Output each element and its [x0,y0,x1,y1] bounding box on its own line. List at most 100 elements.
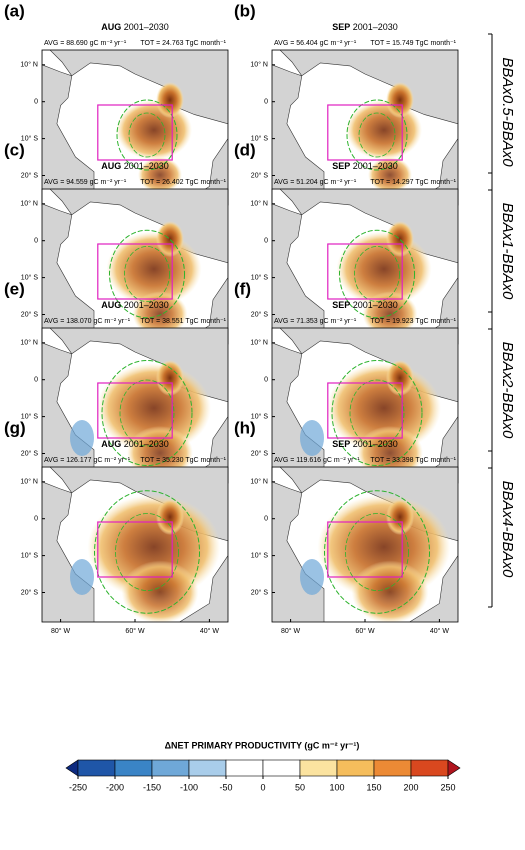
panel-label: (h) [234,418,256,437]
panel-title: SEP 2001–2030 [332,300,398,310]
colorbar-tick-label: -250 [69,782,87,792]
colorbar-tick-label: 150 [366,782,381,792]
anomaly [156,499,184,535]
map [272,50,458,205]
anomaly-neg [70,420,94,456]
lat-label: 0 [34,377,38,384]
month: AUG [101,161,121,171]
colorbar-box [299,759,338,777]
lat-label: 10° N [250,478,268,486]
lat-label: 10° N [20,478,38,486]
lat-label: 20° S [21,310,39,318]
contour [101,360,193,466]
lat-label: 20° S [251,171,269,179]
region-box [327,382,403,439]
panel: (h) SEP 2001–2030 AVG = 119.616 gC m⁻² yr⁻… [234,418,459,635]
colorbar-box [262,759,301,777]
colorbar-box [114,759,153,777]
colorbar-tick-label: 200 [403,782,418,792]
contour [331,360,423,466]
avg: AVG = 51.204 gC m⁻² yr⁻¹ [274,179,357,186]
tot: TOT = 19.923 TgC month⁻¹ [370,318,456,325]
lon-label: 80° W [281,627,301,635]
anomaly [127,426,193,480]
contour [116,99,178,171]
panel-title: SEP 2001–2030 [332,161,398,171]
tot: TOT = 15.749 TgC month⁻¹ [370,40,456,47]
anomaly-neg [70,559,94,595]
panel-title: AUG 2001–2030 [101,22,169,32]
panel: (e) AUG 2001–2030 AVG = 138.070 gC m⁻² yr⁻… [4,279,229,496]
tot: TOT = 26.402 TgC month⁻¹ [140,179,226,186]
avg: AVG = 94.559 gC m⁻² yr⁻¹ [44,179,127,186]
row-label: BBAx2-BBAx0 [499,342,516,439]
month: AUG [101,300,121,310]
colorbar-box [188,759,227,777]
lat-label: 10° N [250,61,268,69]
month: AUG [101,22,121,32]
colorbar-tick-label: 100 [329,782,344,792]
colorbar-title: ΔNET PRIMARY PRODUCTIVITY (gC m⁻² yr⁻¹) [165,740,360,750]
anomaly-neg [300,559,324,595]
contour [119,379,175,447]
month: AUG [101,439,121,449]
tot: TOT = 38.551 TgC month⁻¹ [140,318,226,325]
contour [339,229,415,319]
contour [94,490,200,614]
panel-title: AUG 2001–2030 [101,300,169,310]
period: 2001–2030 [353,439,398,449]
month: SEP [332,300,350,310]
row-label: BBAx1-BBAx0 [499,203,516,300]
avg: AVG = 126.177 gC m⁻² yr⁻¹ [44,457,131,464]
lat-label: 10° S [21,273,39,281]
contour [109,229,185,319]
lon-label: 60° W [355,627,375,635]
region-box [97,382,173,439]
anomaly [121,560,199,622]
colorbar-tick-label: 250 [440,782,455,792]
panel-title: AUG 2001–2030 [101,161,169,171]
lon-label: 40° W [430,627,450,635]
anomaly [362,291,418,337]
region-box [97,243,173,300]
anomaly [386,499,414,535]
lat-label: 10° N [250,200,268,208]
lat-label: 10° S [21,551,39,559]
panel-label: (d) [234,140,256,159]
period: 2001–2030 [353,22,398,32]
panel-title: SEP 2001–2030 [332,439,398,449]
region-box [97,104,173,161]
period: 2001–2030 [124,439,169,449]
row-label: BBAx4-BBAx0 [499,481,516,578]
anomaly [351,560,429,622]
colorbar-tick-label: -200 [106,782,124,792]
map [272,328,458,483]
region-box [97,521,173,578]
lat-label: 10° S [251,134,269,142]
colorbar-box [373,759,412,777]
lat-label: 0 [264,516,268,523]
contour [358,112,396,158]
region-box [327,521,403,578]
colorbar-box [336,759,375,777]
panel-label: (g) [4,418,26,437]
lat-label: 20° S [21,171,39,179]
lat-label: 20° S [251,310,269,318]
colorbar-tick-label: 50 [295,782,305,792]
avg: AVG = 119.616 gC m⁻² yr⁻¹ [274,457,360,464]
colorbar-box [151,759,190,777]
anomaly [357,426,423,480]
avg: AVG = 88.690 gC m⁻² yr⁻¹ [44,40,127,47]
lat-label: 0 [34,99,38,106]
lat-label: 10° S [251,412,269,420]
map [42,328,228,483]
tot: TOT = 35.230 TgC month⁻¹ [140,457,226,464]
anomaly [368,157,412,193]
contour [354,246,400,302]
map [42,467,228,622]
anomaly [386,82,414,118]
panel-label: (e) [4,279,25,298]
colorbar-tick-label: 0 [260,782,265,792]
colorbar-box [410,759,449,777]
anomaly-neg [300,420,324,456]
